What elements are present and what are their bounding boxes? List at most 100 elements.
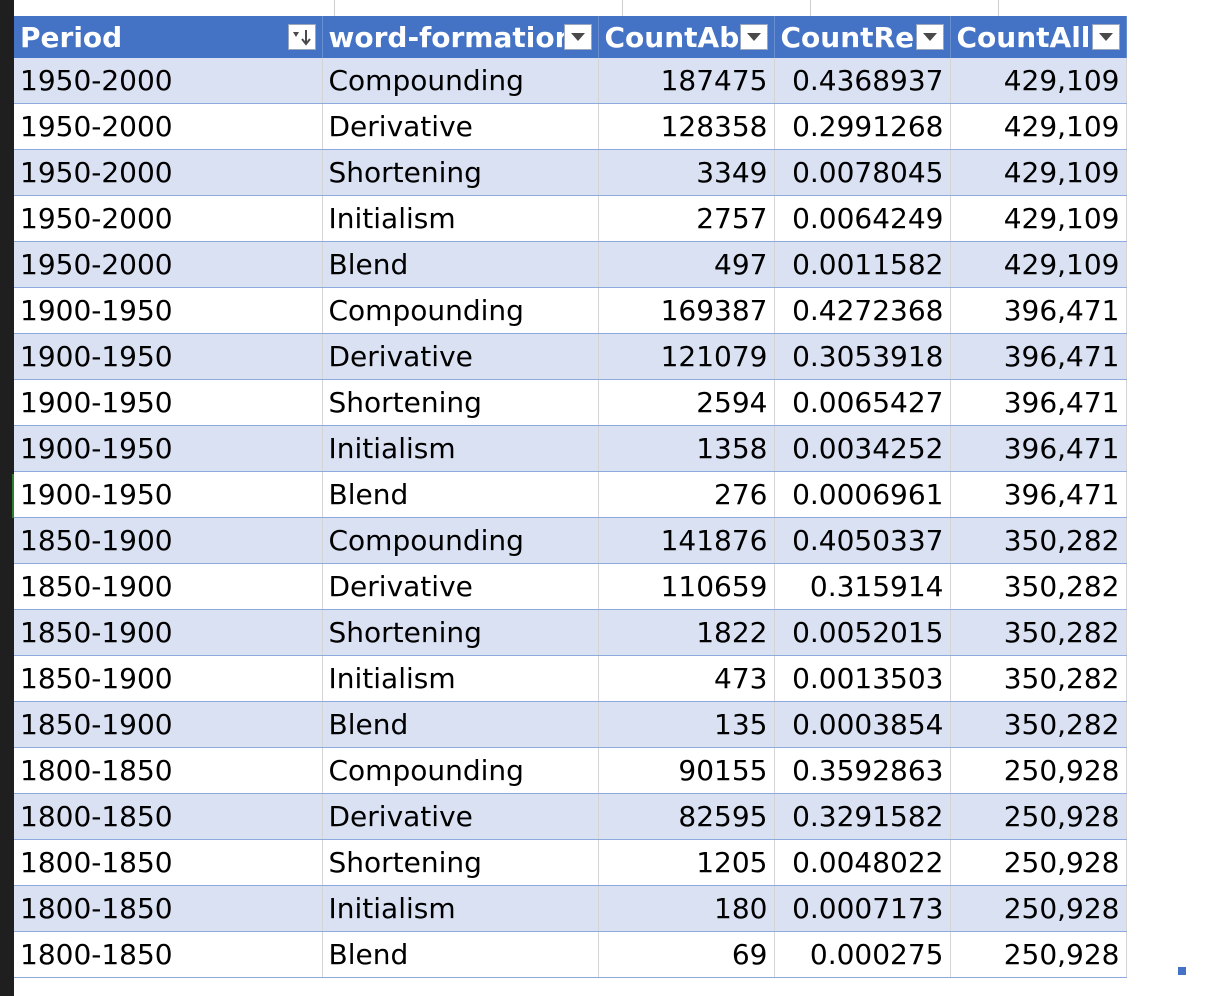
cell-count-all[interactable]: 396,471 [950,333,1127,380]
cell-word-formation[interactable]: Derivative [322,333,599,380]
cell-count-all[interactable]: 396,471 [950,287,1127,334]
cell-word-formation[interactable]: Initialism [322,195,599,242]
cell-word-formation[interactable]: Blend [322,701,599,748]
cell-count-all[interactable]: 250,928 [950,839,1127,886]
cell-count-abs[interactable]: 1205 [598,839,775,886]
cell-word-formation[interactable]: Compounding [322,747,599,794]
cell-count-abs[interactable]: 121079 [598,333,775,380]
cell-count-rel[interactable]: 0.0006961 [774,471,951,518]
cell-period[interactable]: 1800-1850 [14,747,323,794]
cell-count-all[interactable]: 429,109 [950,58,1127,104]
cell-count-rel[interactable]: 0.2991268 [774,103,951,150]
cell-count-all[interactable]: 250,928 [950,885,1127,932]
cell-count-all[interactable]: 350,282 [950,563,1127,610]
cell-period[interactable]: 1850-1900 [14,701,323,748]
cell-word-formation[interactable]: Compounding [322,517,599,564]
cell-word-formation[interactable]: Initialism [322,425,599,472]
cell-period[interactable]: 1900-1950 [14,471,323,518]
cell-count-all[interactable]: 350,282 [950,701,1127,748]
cell-word-formation[interactable]: Derivative [322,563,599,610]
cell-count-all[interactable]: 429,109 [950,195,1127,242]
cell-count-all[interactable]: 250,928 [950,931,1127,978]
cell-word-formation[interactable]: Shortening [322,149,599,196]
cell-count-abs[interactable]: 187475 [598,58,775,104]
cell-count-rel[interactable]: 0.3053918 [774,333,951,380]
cell-word-formation[interactable]: Blend [322,471,599,518]
cell-count-abs[interactable]: 276 [598,471,775,518]
cell-period[interactable]: 1950-2000 [14,103,323,150]
cell-count-rel[interactable]: 0.0048022 [774,839,951,886]
dropdown-arrow-icon[interactable] [563,24,592,50]
cell-period[interactable]: 1950-2000 [14,195,323,242]
cell-period[interactable]: 1900-1950 [14,425,323,472]
cell-count-abs[interactable]: 2757 [598,195,775,242]
cell-count-abs[interactable]: 1822 [598,609,775,656]
cell-count-all[interactable]: 396,471 [950,471,1127,518]
cell-count-all[interactable]: 250,928 [950,793,1127,840]
cell-period[interactable]: 1950-2000 [14,58,323,104]
cell-word-formation[interactable]: Blend [322,241,599,288]
cell-period[interactable]: 1850-1900 [14,655,323,702]
cell-count-rel[interactable]: 0.4050337 [774,517,951,564]
sort-descending-filter-icon[interactable] [287,24,316,50]
cell-count-rel[interactable]: 0.0013503 [774,655,951,702]
cell-count-all[interactable]: 429,109 [950,241,1127,288]
cell-count-abs[interactable]: 141876 [598,517,775,564]
cell-word-formation[interactable]: Shortening [322,839,599,886]
cell-count-rel[interactable]: 0.0052015 [774,609,951,656]
cell-word-formation[interactable]: Shortening [322,609,599,656]
cell-count-abs[interactable]: 180 [598,885,775,932]
cell-count-abs[interactable]: 2594 [598,379,775,426]
cell-period[interactable]: 1800-1850 [14,839,323,886]
cell-count-rel[interactable]: 0.0064249 [774,195,951,242]
cell-word-formation[interactable]: Derivative [322,793,599,840]
cell-count-abs[interactable]: 473 [598,655,775,702]
dropdown-arrow-icon[interactable] [915,24,944,50]
cell-count-abs[interactable]: 82595 [598,793,775,840]
cell-word-formation[interactable]: Compounding [322,287,599,334]
cell-count-all[interactable]: 396,471 [950,379,1127,426]
cell-count-abs[interactable]: 135 [598,701,775,748]
cell-period[interactable]: 1850-1900 [14,517,323,564]
cell-count-rel[interactable]: 0.315914 [774,563,951,610]
cell-word-formation[interactable]: Compounding [322,58,599,104]
cell-count-all[interactable]: 429,109 [950,149,1127,196]
cell-count-abs[interactable]: 128358 [598,103,775,150]
cell-period[interactable]: 1900-1950 [14,379,323,426]
cell-count-abs[interactable]: 110659 [598,563,775,610]
dropdown-arrow-icon[interactable] [1091,24,1120,50]
cell-count-rel[interactable]: 0.0078045 [774,149,951,196]
cell-word-formation[interactable]: Derivative [322,103,599,150]
cell-count-rel[interactable]: 0.0007173 [774,885,951,932]
cell-count-abs[interactable]: 1358 [598,425,775,472]
cell-count-rel[interactable]: 0.0034252 [774,425,951,472]
cell-count-abs[interactable]: 90155 [598,747,775,794]
dropdown-arrow-icon[interactable] [739,24,768,50]
cell-period[interactable]: 1900-1950 [14,333,323,380]
cell-period[interactable]: 1950-2000 [14,149,323,196]
cell-period[interactable]: 1800-1850 [14,931,323,978]
cell-period[interactable]: 1800-1850 [14,793,323,840]
cell-count-all[interactable]: 396,471 [950,425,1127,472]
cell-word-formation[interactable]: Initialism [322,885,599,932]
cell-count-rel[interactable]: 0.0003854 [774,701,951,748]
cell-count-rel[interactable]: 0.4272368 [774,287,951,334]
cell-count-rel[interactable]: 0.3592863 [774,747,951,794]
cell-word-formation[interactable]: Initialism [322,655,599,702]
cell-count-abs[interactable]: 169387 [598,287,775,334]
cell-count-rel[interactable]: 0.4368937 [774,58,951,104]
cell-count-all[interactable]: 350,282 [950,517,1127,564]
cell-count-abs[interactable]: 69 [598,931,775,978]
cell-period[interactable]: 1950-2000 [14,241,323,288]
cell-count-rel[interactable]: 0.0065427 [774,379,951,426]
cell-count-rel[interactable]: 0.0011582 [774,241,951,288]
cell-period[interactable]: 1800-1850 [14,885,323,932]
cell-period[interactable]: 1900-1950 [14,287,323,334]
cell-count-abs[interactable]: 3349 [598,149,775,196]
cell-count-abs[interactable]: 497 [598,241,775,288]
cell-period[interactable]: 1850-1900 [14,609,323,656]
cell-count-all[interactable]: 429,109 [950,103,1127,150]
cell-period[interactable]: 1850-1900 [14,563,323,610]
cell-count-all[interactable]: 250,928 [950,747,1127,794]
cell-count-all[interactable]: 350,282 [950,609,1127,656]
